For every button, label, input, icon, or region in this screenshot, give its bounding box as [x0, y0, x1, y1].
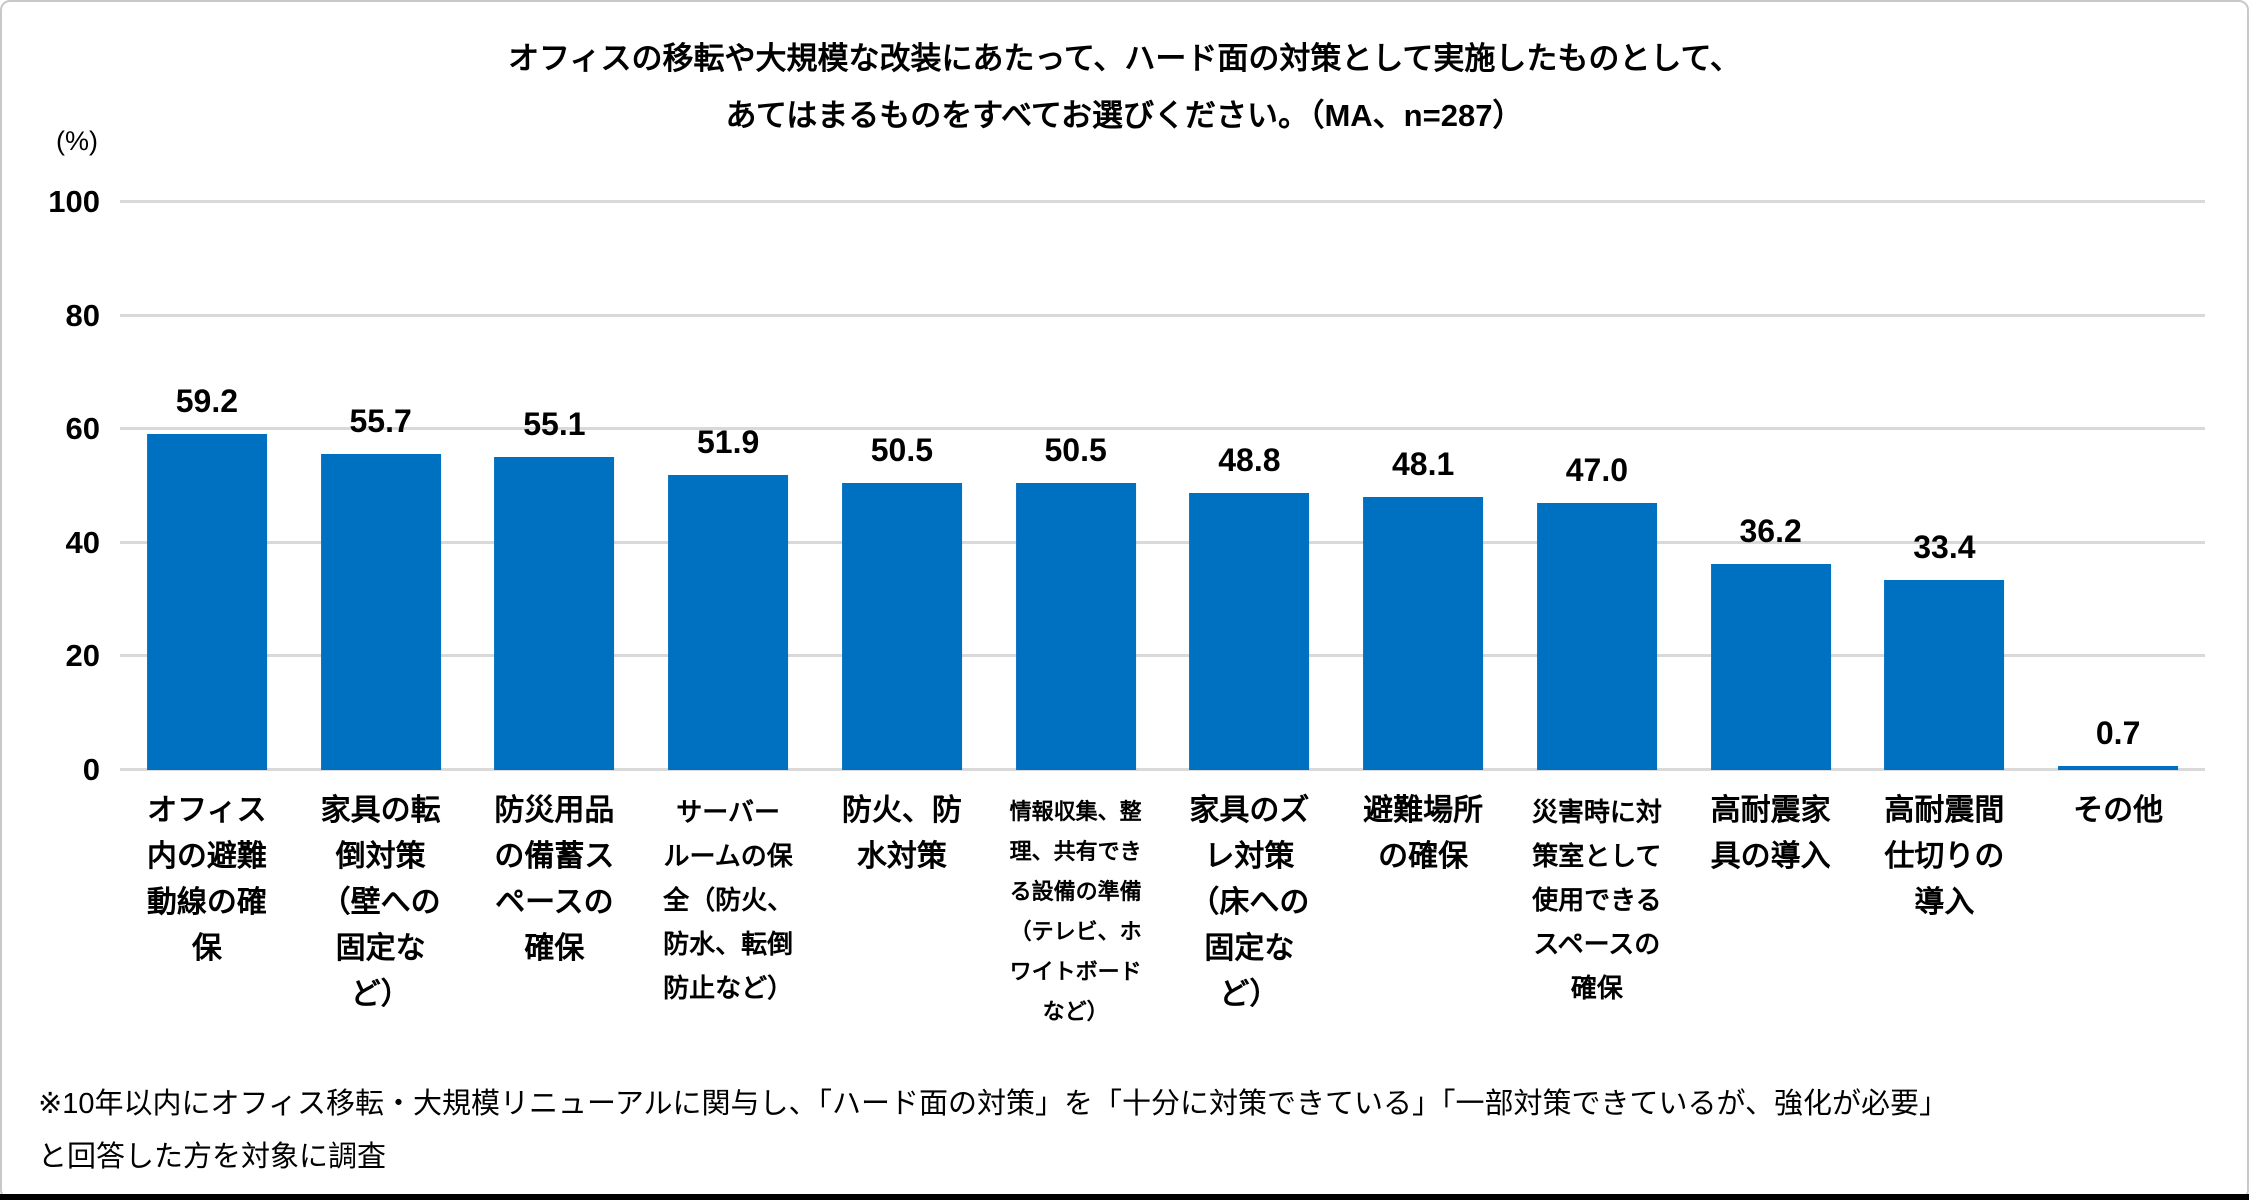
bar-value-label: 55.7 — [349, 402, 412, 439]
bar-column: 48.8 — [1163, 202, 1337, 770]
y-axis-tick-label: 100 — [48, 184, 100, 219]
bar-value-label: 50.5 — [1044, 432, 1107, 469]
category-label: オフィス 内の避難 動線の確 保 — [146, 794, 267, 965]
bar-value-label: 51.9 — [696, 424, 760, 461]
plot-area: 0 20 40 60 80 100 59.2 55.7 55.1 51.9 50.5 50.5 48.… — [48, 186, 2205, 786]
bar-column: 59.2 — [120, 202, 294, 770]
category-label: 高耐震間 仕切りの 導入 — [1884, 794, 2005, 919]
bar — [494, 457, 615, 770]
bar — [146, 433, 267, 770]
category-label: サーバー ルームの保 全（防火、 防水、転倒 防止など） — [663, 797, 794, 1003]
bar-value-label: 55.1 — [523, 406, 586, 443]
bar — [668, 475, 789, 770]
bar — [841, 483, 962, 770]
gridline-40 — [120, 540, 2205, 544]
bar — [1884, 580, 2005, 770]
category-axis-labels: オフィス 内の避難 動線の確 保家具の転 倒対策 （壁への 固定な ど） 防災用品… — [120, 788, 2205, 1032]
bar-column: 36.2 — [1684, 202, 1858, 770]
category-label: 高耐震家 具の導入 — [1710, 794, 1831, 873]
gridline-80 — [120, 313, 2205, 317]
bar-column: 47.0 — [1510, 202, 1684, 770]
bar-value-label: 0.7 — [2095, 715, 2141, 752]
bar-column: 55.1 — [468, 202, 642, 770]
chart-title-line2: あてはまるものをすべてお選びください。（MA、n=287） — [725, 98, 1524, 133]
bar-column: 50.5 — [989, 202, 1163, 770]
bar — [1710, 564, 1831, 770]
category-label: その他 — [2073, 794, 2164, 827]
bar-column: 0.7 — [2031, 202, 2205, 770]
bar-value-label: 48.8 — [1218, 441, 1281, 478]
chart-title: オフィスの移転や大規模な改装にあたって、ハード面の対策として実施したものとして、… — [0, 30, 2249, 144]
bar-column: 50.5 — [815, 202, 989, 770]
bar-column: 48.1 — [1336, 202, 1510, 770]
y-axis-tick-label: 60 — [65, 411, 100, 447]
y-axis-tick-label: 0 — [82, 752, 100, 787]
bar-value-label: 48.1 — [1391, 445, 1455, 482]
bar — [1536, 503, 1657, 770]
category-label: 避難場所 の確保 — [1363, 794, 1484, 873]
category-label: 防火、防 水対策 — [841, 794, 962, 873]
y-axis-tick-label: 80 — [65, 297, 100, 333]
bottom-rule — [0, 1194, 2249, 1200]
bar — [1363, 496, 1484, 770]
bar-column: 51.9 — [641, 202, 815, 770]
category-label: 家具の転 倒対策 （壁への 固定な ど） — [320, 794, 441, 1011]
bar-layer: 59.2 55.7 55.1 51.9 50.5 50.5 48.8 48.1 47.0 36.2… — [120, 202, 2205, 770]
bar-column: 55.7 — [294, 202, 468, 770]
footnote-line2: と回答した方を対象に調査 — [38, 1141, 387, 1173]
bar — [320, 453, 441, 770]
gridline-0 — [120, 768, 2205, 771]
bar — [1015, 483, 1136, 770]
bar-value-label: 59.2 — [175, 382, 239, 419]
bar — [1189, 492, 1310, 770]
chart-title-line1: オフィスの移転や大規模な改装にあたって、ハード面の対策として実施したものとして、 — [508, 41, 1741, 76]
bar-value-label: 36.2 — [1739, 513, 1802, 550]
bar-value-label: 33.4 — [1913, 529, 1976, 566]
category-label: 防災用品 の備蓄ス ペースの 確保 — [494, 794, 615, 965]
footnote: ※10年以内にオフィス移転・大規模リニューアルに関与し、「ハード面の対策」を「十… — [38, 1078, 2219, 1184]
bar-value-label: 47.0 — [1565, 452, 1629, 489]
gridline-20 — [120, 654, 2205, 658]
category-label: 災害時に対 策室として 使用できる スペースの 確保 — [1531, 797, 1662, 1003]
gridline-60 — [120, 427, 2205, 431]
bar — [2058, 766, 2179, 770]
category-label: 家具のズ レ対策 （床への 固定な ど） — [1189, 794, 1310, 1011]
bar-value-label: 50.5 — [870, 432, 934, 469]
y-axis-unit-label: (%) — [56, 126, 98, 156]
bar-column: 33.4 — [1858, 202, 2032, 770]
y-axis-tick-label: 40 — [65, 524, 100, 560]
category-label: 情報収集、整 理、共有でき る設備の準備 （テレビ、ホ ワイトボード など） — [1009, 799, 1142, 1024]
gridline-100 — [120, 200, 2205, 203]
footnote-line1: ※10年以内にオフィス移転・大規模リニューアルに関与し、「ハード面の対策」を「十… — [38, 1088, 1948, 1120]
y-axis-tick-label: 20 — [65, 638, 100, 674]
